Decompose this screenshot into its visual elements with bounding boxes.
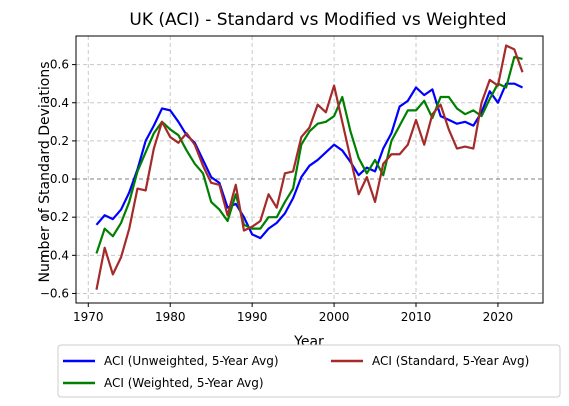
x-tick-label: 2000 — [319, 310, 350, 324]
x-tick-label: 1980 — [155, 310, 186, 324]
y-tick-label: −0.2 — [40, 210, 69, 224]
plot-frame — [75, 35, 544, 304]
y-tick-label: 0.0 — [50, 172, 69, 186]
legend-box — [57, 344, 561, 398]
x-tick-label: 1990 — [237, 310, 268, 324]
y-tick-label: 0.6 — [50, 58, 69, 72]
legend: ACI (Unweighted, 5-Year Avg) ACI (Weight… — [57, 344, 561, 398]
series-line-standard — [95, 44, 524, 290]
y-tick-label: −0.6 — [40, 286, 69, 300]
y-axis-label: Number of Standard Deviations — [37, 61, 53, 282]
series-line-weighted — [95, 55, 523, 254]
y-axis: −0.6 −0.4 −0.2 0.0 0.2 0.4 0.6 — [40, 58, 76, 300]
y-tick-label: 0.2 — [50, 134, 69, 148]
legend-label-standard: ACI (Standard, 5-Year Avg) — [372, 354, 529, 368]
y-tick-label: −0.4 — [40, 248, 69, 262]
x-tick-label: 2020 — [483, 310, 514, 324]
x-axis: 1970 1980 1990 2000 2010 2020 — [73, 303, 513, 324]
grid — [76, 36, 543, 303]
chart-title: UK (ACI) - Standard vs Modified vs Weigh… — [129, 10, 506, 30]
y-tick-label: 0.4 — [50, 96, 69, 110]
series-group — [95, 44, 524, 290]
series-line-unweighted — [95, 82, 523, 240]
x-tick-label: 2010 — [401, 310, 432, 324]
legend-label-unweighted: ACI (Unweighted, 5-Year Avg) — [104, 354, 279, 368]
x-tick-label: 1970 — [73, 310, 104, 324]
legend-label-weighted: ACI (Weighted, 5-Year Avg) — [104, 376, 264, 390]
